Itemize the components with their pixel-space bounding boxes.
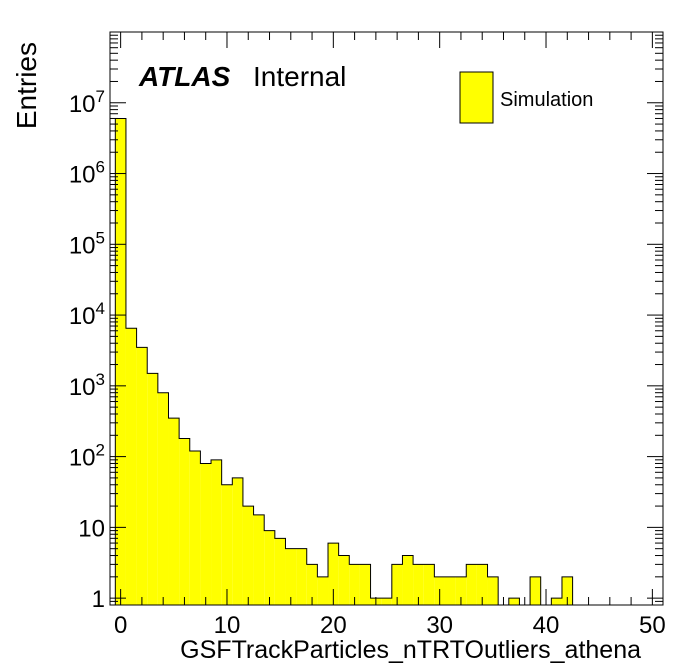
histogram-bar bbox=[232, 477, 243, 605]
histogram-bar bbox=[179, 438, 190, 605]
tick-labels: 0 10 20 30 40 50 1 10 102 103 104 105 106 107 bbox=[69, 87, 666, 639]
y-tick-label: 1 bbox=[92, 586, 105, 613]
histogram-bar bbox=[211, 459, 222, 605]
y-tick-label: 103 bbox=[69, 370, 105, 401]
x-axis-label: GSFTrackParticles_nTRTOutliers_athena bbox=[180, 636, 641, 664]
axes bbox=[109, 31, 664, 606]
x-tick-label: 0 bbox=[114, 612, 127, 639]
y-tick-label: 102 bbox=[69, 441, 105, 472]
histogram-bar bbox=[296, 548, 307, 605]
histogram-bar bbox=[157, 392, 169, 605]
legend-swatch bbox=[459, 71, 494, 124]
histogram-bar bbox=[349, 564, 360, 605]
histogram-bar bbox=[444, 576, 456, 605]
y-tick-label: 10 bbox=[78, 515, 105, 542]
histogram-bar bbox=[189, 451, 201, 605]
histogram-bar bbox=[221, 484, 233, 605]
histogram-bar bbox=[413, 564, 424, 605]
y-tick-label: 104 bbox=[69, 299, 105, 330]
histogram-bar bbox=[306, 564, 318, 605]
atlas-label: ATLAS bbox=[138, 61, 231, 92]
histogram-bar bbox=[136, 347, 148, 605]
histogram-bar bbox=[359, 564, 371, 605]
histogram-outline bbox=[114, 117, 648, 606]
histogram-bar bbox=[455, 576, 467, 605]
histogram-bar bbox=[200, 463, 212, 605]
histogram-bar bbox=[115, 118, 126, 605]
histogram-bar bbox=[253, 514, 265, 605]
internal-label: Internal bbox=[253, 61, 346, 92]
histogram-bar bbox=[561, 576, 573, 605]
x-tick-label: 40 bbox=[533, 612, 560, 639]
y-axis-label: Entries bbox=[11, 42, 42, 129]
legend-label-simulation: Simulation bbox=[500, 89, 593, 111]
histogram-bar bbox=[328, 543, 339, 605]
histogram-bar bbox=[391, 564, 403, 605]
histogram-bar bbox=[551, 598, 562, 605]
histogram-bar bbox=[508, 598, 520, 605]
y-tick-label: 106 bbox=[69, 158, 105, 189]
histogram-bar bbox=[147, 373, 158, 605]
histogram-bar bbox=[381, 598, 392, 605]
histogram-bar bbox=[242, 506, 254, 605]
y-tick-label: 107 bbox=[69, 87, 105, 118]
histogram-bars bbox=[114, 117, 648, 606]
y-tick-label: 105 bbox=[69, 228, 105, 259]
histogram-bar bbox=[466, 564, 477, 605]
histogram-bar bbox=[530, 576, 541, 605]
histogram-bar bbox=[285, 548, 297, 605]
histogram-bar bbox=[168, 418, 180, 605]
histogram-bar bbox=[402, 555, 414, 605]
legend: Simulation bbox=[459, 71, 593, 124]
histogram-bar bbox=[476, 564, 488, 605]
x-tick-label: 20 bbox=[320, 612, 347, 639]
x-tick-label: 30 bbox=[426, 612, 453, 639]
x-tick-label: 10 bbox=[214, 612, 241, 639]
x-tick-label: 50 bbox=[639, 612, 666, 639]
histogram-bar bbox=[317, 576, 329, 605]
histogram-bar bbox=[125, 328, 137, 605]
histogram-bar bbox=[338, 555, 350, 605]
histogram-bar bbox=[487, 576, 499, 605]
histogram-bar bbox=[264, 530, 275, 605]
histogram-bar bbox=[423, 564, 435, 605]
histogram-bar bbox=[274, 538, 286, 605]
